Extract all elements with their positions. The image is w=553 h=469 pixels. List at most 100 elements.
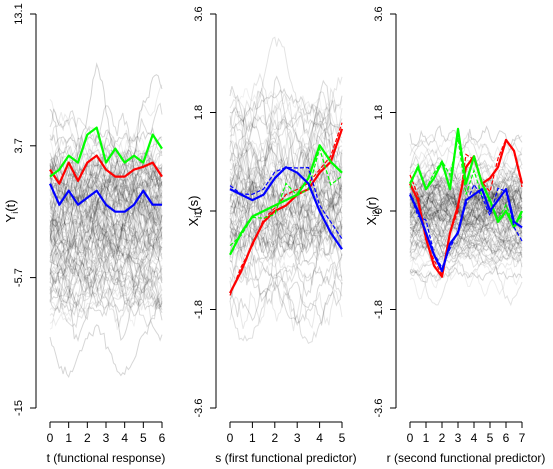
background-curve: [409, 207, 523, 230]
background-curve: [49, 184, 163, 265]
background-curve: [49, 274, 163, 328]
background-curve: [49, 296, 163, 321]
background-curve: [49, 84, 163, 174]
background-curve: [409, 258, 523, 300]
background-curve: [229, 172, 343, 221]
background-curve: [229, 112, 343, 136]
x-tick-label: 2: [271, 431, 278, 445]
background-curve: [49, 219, 163, 266]
background-curve: [49, 196, 163, 259]
background-curve: [229, 223, 343, 263]
background-curve: [49, 200, 163, 265]
y-tick-label: 1.8: [373, 105, 385, 120]
x-tick-label: 2: [439, 431, 446, 445]
background-curve: [229, 145, 343, 187]
background-curve: [49, 195, 163, 254]
background-curve: [49, 116, 163, 183]
background-curve: [229, 72, 343, 145]
background-curve: [49, 218, 163, 268]
y-tick-label: -3.6: [373, 399, 385, 418]
background-curve: [49, 264, 163, 309]
series-observed-line: [229, 146, 343, 247]
background-curve: [49, 180, 163, 208]
background-curve: [409, 188, 523, 237]
background-curve: [49, 219, 163, 290]
background-curve: [49, 167, 163, 255]
background-curve: [229, 202, 343, 256]
series-line: [48, 183, 162, 213]
background-curve: [409, 211, 523, 239]
background-curve: [49, 155, 163, 194]
background-curve: [49, 233, 163, 322]
y-tick-label: -1.8: [193, 300, 205, 319]
x-tick-label: 3: [103, 431, 110, 445]
background-curve: [229, 111, 343, 166]
background-curve: [229, 253, 343, 325]
background-curve: [49, 161, 163, 255]
background-curve: [49, 235, 163, 313]
background-curve: [49, 220, 163, 256]
series-line: [229, 144, 343, 256]
background-curve: [409, 206, 523, 260]
background-curve: [229, 238, 343, 275]
background-curve: [409, 188, 523, 227]
background-curve: [229, 180, 343, 252]
x-tick-label: 2: [84, 431, 91, 445]
background-curve: [229, 36, 343, 189]
background-curve: [409, 265, 523, 282]
background-curve: [49, 201, 163, 259]
background-curve: [409, 205, 523, 228]
background-curve: [229, 180, 343, 235]
y-tick-label: -5.7: [13, 268, 25, 287]
background-curve: [409, 214, 523, 259]
background-curve: [49, 223, 163, 265]
background-curve: [229, 217, 343, 254]
background-curve: [229, 193, 343, 223]
x-tick-label: 0: [47, 431, 54, 445]
background-curve: [409, 155, 523, 187]
background-curve: [49, 191, 163, 244]
background-curve: [409, 143, 523, 195]
series-observed-line: [229, 166, 343, 240]
background-curve: [409, 194, 523, 214]
background-curve: [49, 264, 163, 303]
background-curve: [49, 267, 163, 317]
background-curve: [409, 204, 523, 233]
background-curve: [49, 179, 163, 223]
background-curve: [409, 179, 523, 221]
background-curve: [229, 103, 343, 196]
background-curve: [49, 174, 163, 218]
background-curve: [49, 174, 163, 241]
background-curve: [49, 262, 163, 286]
y-axis-label: Yi(t): [3, 200, 20, 223]
background-curve: [229, 269, 343, 326]
series-line: [49, 126, 163, 178]
background-curve: [409, 239, 523, 271]
background-curve: [409, 196, 523, 232]
highlighted-series: [409, 127, 524, 278]
background-curve: [229, 120, 343, 200]
background-curve: [409, 209, 523, 256]
background-curve: [229, 229, 343, 262]
background-curve: [229, 123, 343, 166]
background-curve: [409, 218, 523, 244]
background-curve: [49, 218, 163, 309]
x-tick-label: 6: [503, 431, 510, 445]
x-tick-label: 1: [65, 431, 72, 445]
background-curve: [49, 218, 163, 250]
background-curve: [409, 166, 523, 208]
y-axis-ticks: -15 -5.7 3.7 13.1: [13, 3, 36, 416]
y-tick-label: 3.7: [13, 138, 25, 153]
series-line: [49, 154, 163, 185]
background-curves: [229, 36, 343, 344]
background-curve: [409, 183, 523, 231]
background-curve: [409, 169, 523, 205]
background-curve: [49, 209, 163, 237]
x-tick-label: 7: [519, 431, 526, 445]
background-curve: [49, 176, 163, 226]
background-curve: [229, 140, 343, 186]
x-axis-label: s (first functional predictor): [215, 451, 356, 465]
background-curve: [49, 254, 163, 305]
x-tick-label: 3: [455, 431, 462, 445]
